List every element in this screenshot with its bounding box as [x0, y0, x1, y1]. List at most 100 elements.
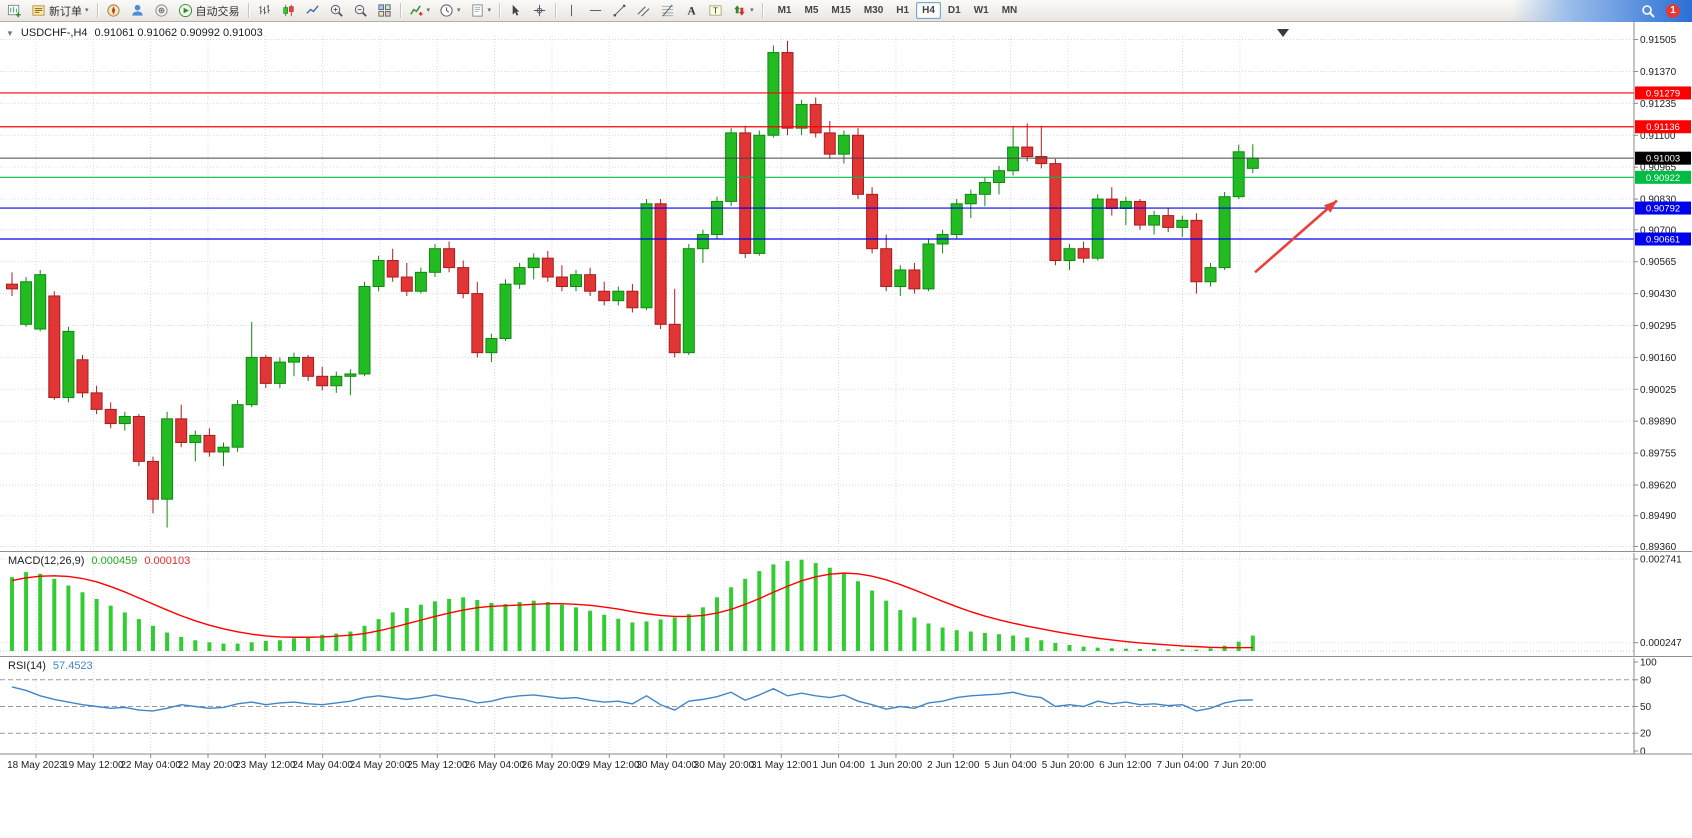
text-button[interactable]: A	[680, 1, 703, 21]
time-tick-label: 31 May 12:00	[751, 760, 812, 771]
timeframe-D1[interactable]: D1	[942, 2, 967, 19]
level-price-tag	[1635, 170, 1691, 184]
arrows-button[interactable]: ▾	[728, 1, 758, 21]
vline-icon	[571, 4, 573, 17]
cursor-icon	[512, 4, 520, 16]
level-price-tag	[1635, 120, 1691, 134]
shapes-icon	[734, 5, 745, 16]
chevron-down-icon: ▾	[487, 7, 492, 14]
crosshair-button[interactable]	[528, 1, 551, 21]
rsi-tick-label: 80	[1640, 675, 1652, 686]
rsi-tick-label: 100	[1640, 658, 1657, 669]
horizontal-line-button[interactable]	[584, 1, 607, 21]
hline-icon	[589, 10, 602, 11]
price-tick-label: 0.89755	[1640, 449, 1677, 460]
templates-button[interactable]: ▾	[466, 1, 496, 21]
trendline-button[interactable]	[608, 1, 631, 21]
new-chart-button[interactable]	[3, 1, 26, 21]
candlestick-series	[6, 40, 1259, 528]
indicators-button[interactable]: ▾	[405, 1, 435, 21]
time-tick-label: 30 May 04:00	[636, 760, 697, 771]
zoomin-icon	[330, 4, 343, 17]
time-tick-label: 24 May 04:00	[292, 760, 353, 771]
indicator-icon	[409, 5, 423, 16]
terminal-icon	[154, 4, 168, 17]
price-tag-label: 0.91279	[1646, 88, 1680, 99]
rsi-separator[interactable]	[0, 656, 1692, 657]
time-tick-label: 23 May 12:00	[235, 760, 296, 771]
time-tick-label: 26 May 20:00	[522, 760, 583, 771]
trend-arrow-head	[1323, 200, 1337, 213]
play-icon	[178, 3, 192, 18]
zoom-out-button[interactable]	[349, 1, 372, 21]
new-order-button[interactable]: 新订单 ▾	[27, 1, 93, 21]
toolbar-separator	[96, 3, 98, 18]
macd-histogram	[10, 559, 1255, 651]
timeframe-W1[interactable]: W1	[968, 2, 995, 19]
trend-arrow[interactable]	[1254, 199, 1338, 274]
time-tick-label: 6 Jun 12:00	[1099, 760, 1152, 771]
doc-icon	[471, 4, 483, 17]
line-chart-button[interactable]	[301, 1, 324, 21]
price-tick-label: 0.90025	[1640, 385, 1677, 396]
candlestick-chart-button[interactable]	[277, 1, 300, 21]
notification-badge[interactable]: 1	[1666, 3, 1680, 18]
price-tick-label: 0.90965	[1640, 163, 1677, 174]
toolbar-right: 1	[1512, 0, 1692, 22]
market-watch-button[interactable]	[102, 1, 125, 21]
periods-button[interactable]: ▾	[435, 1, 465, 21]
price-tag-label: 0.91136	[1646, 122, 1680, 133]
macd-separator[interactable]	[0, 551, 1692, 552]
price-tick-label: 0.90830	[1640, 195, 1677, 206]
navigator-button[interactable]	[126, 1, 149, 21]
chart-canvas[interactable]: 0.91505 0.91370 0.91235 0.91100 0.90965 0.908…	[0, 22, 1692, 838]
time-tick-label: 2 Jun 12:00	[927, 760, 980, 771]
price-tick-label: 0.90160	[1640, 353, 1677, 364]
autotrading-button-label: 自动交易	[195, 5, 240, 18]
order-icon	[32, 5, 45, 16]
fibonacci-button[interactable]	[656, 1, 679, 21]
zoom-in-button[interactable]	[325, 1, 348, 21]
timeframe-M5[interactable]: M5	[798, 2, 824, 19]
price-tag-label: 0.90922	[1646, 173, 1680, 184]
timeframe-M1[interactable]: M1	[772, 2, 798, 19]
price-tick-label: 0.90700	[1640, 225, 1677, 236]
autotrading-button[interactable]: 自动交易	[174, 1, 244, 21]
toolbar: 新订单 ▾ 自动交易 ▾ ▾ ▾ A T ▾ M1 M5 M15 M30 H1 H4 D1 W1 MN 1	[0, 0, 1692, 22]
chartnew-icon	[7, 4, 21, 18]
linechart-icon	[305, 5, 319, 14]
terminal-button[interactable]	[150, 1, 173, 21]
labelT-icon: T	[709, 5, 722, 16]
price-tick-label: 0.90295	[1640, 321, 1677, 332]
cursor-button[interactable]	[504, 1, 527, 21]
clock-icon	[440, 4, 453, 17]
new-order-button-label: 新订单	[49, 5, 82, 18]
time-tick-label: 30 May 20:00	[694, 760, 755, 771]
timeframe-H1[interactable]: H1	[890, 2, 915, 19]
chevron-down-icon: ▾	[85, 7, 89, 14]
timeframe-H4[interactable]: H4	[916, 2, 941, 19]
bars-icon	[258, 4, 270, 15]
vertical-line-button[interactable]	[560, 1, 583, 21]
price-tick-label: 0.89490	[1640, 511, 1677, 522]
price-tick-label: 0.91370	[1640, 67, 1677, 78]
channel-button[interactable]	[632, 1, 655, 21]
timeframe-M30[interactable]: M30	[858, 2, 889, 19]
time-tick-label: 22 May 04:00	[120, 760, 181, 771]
time-tick-label: 22 May 20:00	[178, 760, 239, 771]
bar-chart-button[interactable]	[253, 1, 276, 21]
rsi-tick-label: 0	[1640, 747, 1646, 758]
level-price-tag	[1635, 86, 1691, 100]
search-icon[interactable]	[1640, 3, 1656, 19]
chart-shift-marker[interactable]	[1277, 29, 1289, 37]
tile-windows-button[interactable]	[373, 1, 396, 21]
timeframe-M15[interactable]: M15	[825, 2, 856, 19]
toolbar-separator	[555, 3, 557, 18]
price-tag-label: 0.90792	[1646, 204, 1680, 215]
crosshair-icon	[533, 4, 546, 17]
price-tick-label: 0.91235	[1640, 99, 1677, 110]
time-tick-label: 25 May 12:00	[407, 760, 468, 771]
label-button[interactable]: T	[704, 1, 727, 21]
price-tag-label: 0.90661	[1646, 235, 1680, 246]
timeframe-MN[interactable]: MN	[996, 2, 1024, 19]
